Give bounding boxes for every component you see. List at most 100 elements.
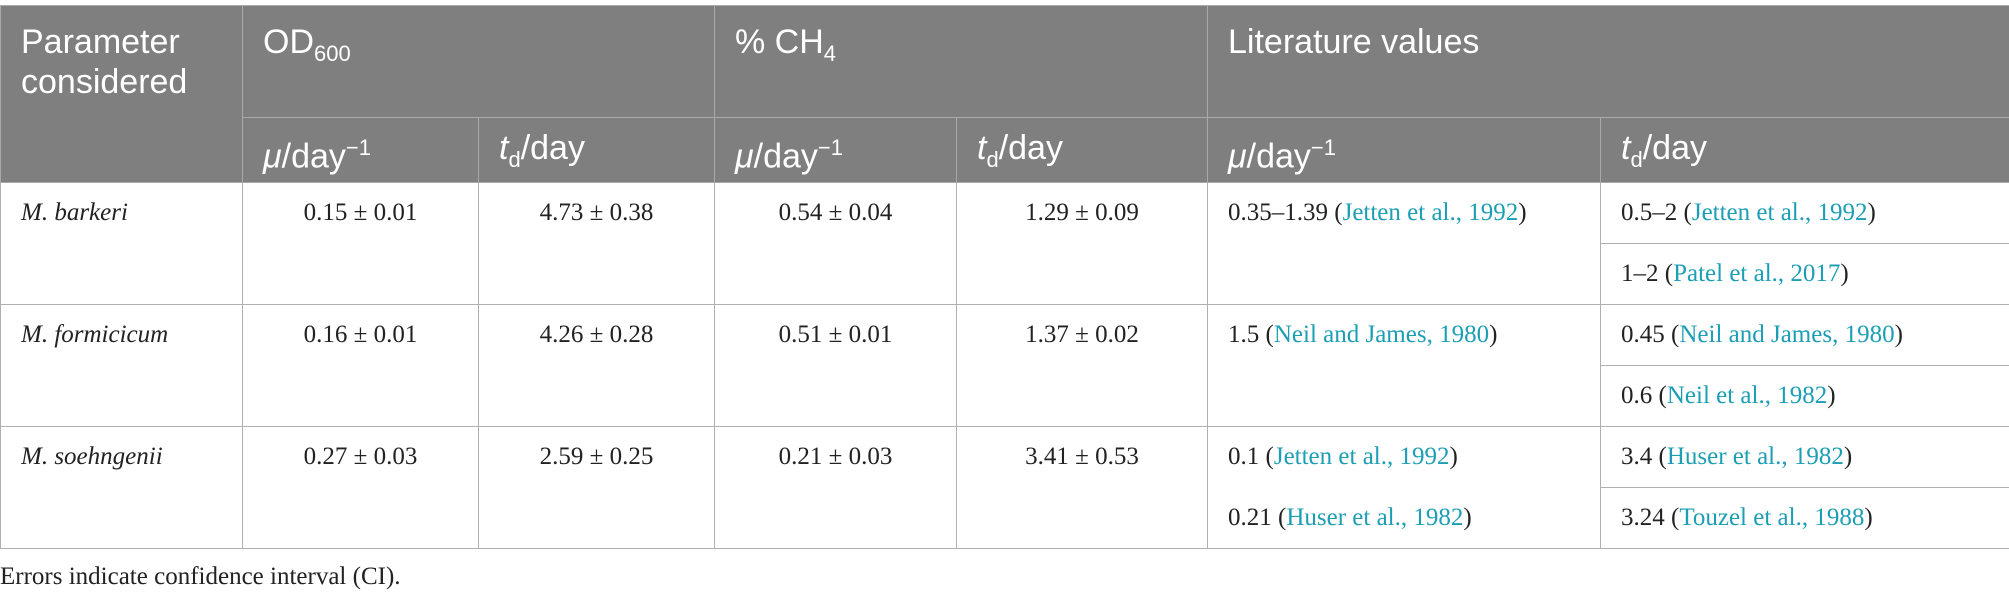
body-row: M. barkeri 0.15 ± 0.01 4.73 ± 0.38 0.54 ± 0… [0, 182, 2009, 305]
citation: Neil and James, 1980 [1679, 321, 1895, 348]
literature-line: 0.1 (Jetten et al., 1992) [1228, 441, 1580, 502]
citation: Patel et al., 2017 [1673, 260, 1841, 287]
value: 3.4 ( [1621, 443, 1667, 470]
subheader-cell: td/day [478, 117, 715, 183]
citation: Jetten et al., 1992 [1273, 443, 1450, 470]
value: 3.24 ( [1621, 504, 1680, 531]
paren: ) [1449, 443, 1458, 470]
paren: ) [1463, 504, 1472, 531]
value: 0.6 ( [1621, 382, 1667, 409]
symbol: μ [735, 137, 754, 176]
value: 1–2 ( [1621, 260, 1674, 287]
literature-td: 3.24 (Touzel et al., 1988) [1600, 487, 2009, 549]
value-cell: 0.21 ± 0.03 [714, 426, 957, 549]
paren: ) [1840, 260, 1849, 287]
value: 0.45 ( [1621, 321, 1680, 348]
subheader-row: μ/day−1 td/day μ/day−1 td/day μ/day−1 td/day [1, 117, 2009, 183]
paren: ) [1867, 199, 1876, 226]
citation: Huser et al., 1982 [1666, 443, 1844, 470]
unit: /day [1246, 137, 1311, 176]
symbol: t [1621, 129, 1631, 167]
symbol: t [499, 129, 509, 167]
unit: /day [998, 129, 1063, 167]
body-row: M. soehngenii 0.27 ± 0.03 2.59 ± 0.25 0.21 … [0, 426, 2009, 549]
value-cell: 2.59 ± 0.25 [478, 426, 715, 549]
subheader-cell: μ/day−1 [1207, 117, 1602, 183]
value-cell: 3.41 ± 0.53 [955, 426, 1209, 549]
citation: Jetten et al., 1992 [1691, 199, 1868, 226]
value: 0.5–2 ( [1621, 199, 1692, 226]
literature-td: 1–2 (Patel et al., 2017) [1600, 243, 2009, 305]
literature-mu: 0.35–1.39 (Jetten et al., 1992) [1207, 182, 1602, 305]
paren: ) [1518, 199, 1527, 226]
subscript: d [1630, 146, 1643, 172]
unit: /day [281, 137, 346, 176]
symbol: μ [263, 137, 282, 176]
literature-line: 0.21 (Huser et al., 1982) [1228, 502, 1580, 534]
value-cell: 4.26 ± 0.28 [478, 304, 715, 427]
literature-td: 0.45 (Neil and James, 1980) [1600, 304, 2009, 366]
subheader-cell: td/day [955, 117, 1209, 183]
header-text: % CH [735, 23, 824, 61]
organism: M. barkeri [0, 182, 243, 305]
value-cell: 1.37 ± 0.02 [955, 304, 1209, 427]
subheader-cell: μ/day−1 [714, 117, 957, 183]
body-row: M. formicicum 0.16 ± 0.01 4.26 ± 0.28 0.51 … [0, 304, 2009, 427]
symbol: t [977, 129, 987, 167]
literature-mu: 1.5 (Neil and James, 1980) [1207, 304, 1602, 427]
citation: Huser et al., 1982 [1286, 504, 1464, 531]
literature-td: 0.5–2 (Jetten et al., 1992) [1600, 182, 2009, 244]
value: 0.1 ( [1228, 443, 1274, 470]
superscript: −1 [1310, 135, 1337, 160]
unit: /day [753, 137, 818, 176]
citation: Touzel et al., 1988 [1679, 504, 1865, 531]
paren: ) [1843, 443, 1853, 470]
unit: /day [520, 129, 585, 167]
subscript: d [508, 146, 521, 172]
organism: M. soehngenii [0, 426, 243, 549]
value-cell: 4.73 ± 0.38 [478, 182, 715, 305]
header-cell: Literature values [1207, 5, 2009, 118]
header-cell: Parameter considered [0, 5, 243, 183]
subheader-cell: μ/day−1 [242, 117, 479, 183]
citation: Neil and James, 1980 [1273, 321, 1490, 348]
unit: /day [1642, 129, 1707, 167]
subscript: 4 [823, 40, 837, 66]
header-cell: % CH4 [713, 5, 1209, 118]
value: 1.5 ( [1228, 321, 1274, 348]
body-subrow: 1–2 (Patel et al., 2017) [1, 243, 2009, 305]
literature-mu: 0.1 (Jetten et al., 1992) 0.21 (Huser et … [1207, 426, 1602, 549]
subscript: d [986, 146, 999, 172]
value-cell: 0.27 ± 0.03 [242, 426, 479, 549]
organism: M. formicicum [0, 304, 243, 427]
value-cell: 0.54 ± 0.04 [714, 182, 957, 305]
value: 0.35–1.39 ( [1228, 199, 1343, 226]
paren: ) [1894, 321, 1903, 348]
value: 0.21 ( [1228, 504, 1287, 531]
paren: ) [1827, 382, 1836, 409]
subscript: 600 [314, 40, 351, 66]
citation: Jetten et al., 1992 [1342, 199, 1519, 226]
superscript: −1 [345, 135, 371, 160]
symbol: μ [1228, 137, 1247, 176]
subheader-cell: td/day [1600, 117, 2009, 183]
citation: Neil et al., 1982 [1666, 382, 1828, 409]
value-cell: 0.51 ± 0.01 [714, 304, 957, 427]
literature-line: 0.35–1.39 (Jetten et al., 1992) [1228, 197, 1580, 229]
footnote: Errors indicate confidence interval (CI)… [0, 563, 401, 590]
header-text: OD [263, 23, 314, 61]
value-cell: 0.15 ± 0.01 [242, 182, 479, 305]
data-table: Parameter considered OD600% CH4 Literature… [0, 5, 2009, 549]
paren: ) [1489, 321, 1498, 348]
header-text: Literature values [1228, 23, 1480, 61]
value-cell: 1.29 ± 0.09 [955, 182, 1209, 305]
value-cell: 0.16 ± 0.01 [242, 304, 479, 427]
literature-line: 1.5 (Neil and James, 1980) [1228, 319, 1580, 351]
header-cell: OD600 [242, 5, 715, 118]
literature-td: 0.6 (Neil et al., 1982) [1600, 365, 2009, 427]
literature-td: 3.4 (Huser et al., 1982) [1600, 426, 2009, 488]
header-row: Parameter considered OD600% CH4 Literature… [0, 5, 2009, 183]
page: Parameter considered OD600% CH4 Literature… [0, 5, 2009, 603]
superscript: −1 [817, 135, 843, 160]
paren: ) [1864, 504, 1873, 531]
